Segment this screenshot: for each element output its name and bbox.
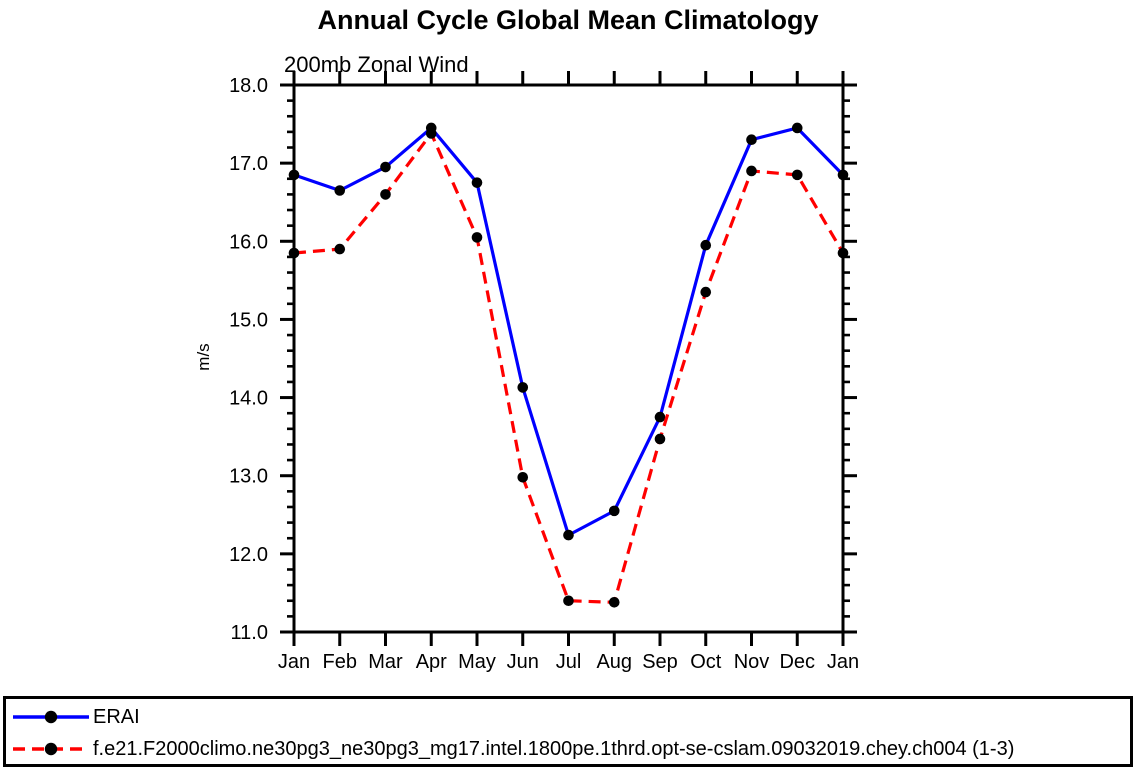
data-point-marker bbox=[700, 239, 712, 251]
data-point-marker bbox=[288, 247, 300, 259]
x-tick-label: Jun bbox=[507, 651, 539, 673]
legend: ERAI f.e21.F2000climo.ne30pg3_ne30pg3_mg1… bbox=[3, 696, 1133, 767]
data-point-marker bbox=[471, 177, 483, 188]
legend-label: f.e21.F2000climo.ne30pg3_ne30pg3_mg17.in… bbox=[93, 737, 1015, 760]
x-tick-label: Dec bbox=[779, 651, 815, 673]
data-point-marker bbox=[654, 433, 666, 445]
data-point-marker bbox=[380, 161, 391, 173]
x-tick-label: Feb bbox=[323, 651, 357, 673]
data-point-marker bbox=[608, 597, 620, 608]
x-tick-label: Oct bbox=[690, 651, 722, 673]
legend-item: ERAI bbox=[11, 701, 1130, 733]
x-tick-label: Jan bbox=[827, 651, 859, 673]
data-point-marker bbox=[425, 128, 437, 139]
series-group bbox=[288, 122, 849, 608]
data-point-marker bbox=[791, 169, 803, 181]
y-tick-label: 18.0 bbox=[229, 75, 268, 97]
chart-title: Annual Cycle Global Mean Climatology bbox=[317, 5, 818, 35]
chart-subtitle: 200mb Zonal Wind bbox=[284, 52, 469, 77]
data-point-marker bbox=[746, 165, 757, 177]
data-point-marker bbox=[791, 122, 803, 134]
data-point-marker bbox=[517, 382, 529, 393]
x-tick-label: Aug bbox=[596, 651, 632, 673]
data-point-marker bbox=[563, 595, 574, 607]
x-tick-label: May bbox=[458, 651, 496, 673]
data-point-marker bbox=[837, 247, 849, 259]
legend-item: f.e21.F2000climo.ne30pg3_ne30pg3_mg17.in… bbox=[11, 733, 1130, 765]
plot-frame bbox=[292, 83, 845, 634]
series-line-0 bbox=[293, 126, 845, 537]
y-tick-label: 12.0 bbox=[229, 544, 268, 566]
legend-label: ERAI bbox=[93, 705, 140, 728]
data-point-marker bbox=[700, 286, 712, 298]
legend-swatch bbox=[13, 710, 89, 724]
y-tick-label: 16.0 bbox=[229, 231, 268, 253]
y-tick-label: 13.0 bbox=[229, 466, 268, 488]
x-tick-label: Jan bbox=[278, 651, 310, 673]
x-tick-label: Apr bbox=[416, 651, 447, 673]
x-tick-label: Sep bbox=[642, 651, 678, 673]
x-tick-label: Jul bbox=[556, 651, 582, 673]
y-tick-label: 17.0 bbox=[229, 153, 268, 175]
data-point-marker bbox=[334, 185, 346, 196]
legend-marker-sample bbox=[44, 710, 58, 724]
y-axis-label: m/s bbox=[194, 343, 213, 370]
data-point-marker bbox=[471, 232, 483, 243]
legend-marker-sample bbox=[44, 742, 58, 756]
y-tick-label: 15.0 bbox=[229, 309, 268, 331]
data-point-marker bbox=[837, 169, 849, 181]
legend-swatch bbox=[13, 742, 89, 756]
data-point-marker bbox=[654, 411, 666, 423]
data-point-marker bbox=[608, 505, 620, 517]
chart-canvas: Annual Cycle Global Mean Climatology 200… bbox=[194, 5, 859, 673]
x-tick-label: Mar bbox=[368, 651, 403, 673]
data-point-marker bbox=[380, 189, 391, 200]
data-point-marker bbox=[334, 243, 346, 255]
y-tick-label: 11.0 bbox=[231, 622, 268, 644]
data-point-marker bbox=[288, 169, 300, 181]
data-point-marker bbox=[746, 134, 757, 145]
data-point-marker bbox=[517, 471, 529, 483]
x-tick-label: Nov bbox=[734, 651, 770, 673]
data-point-marker bbox=[563, 529, 574, 541]
y-tick-label: 14.0 bbox=[229, 388, 268, 410]
axes: Jan Feb Mar Apr May Jun Jul Aug Sep Oct Nov Dec Jan 1… bbox=[229, 71, 859, 673]
